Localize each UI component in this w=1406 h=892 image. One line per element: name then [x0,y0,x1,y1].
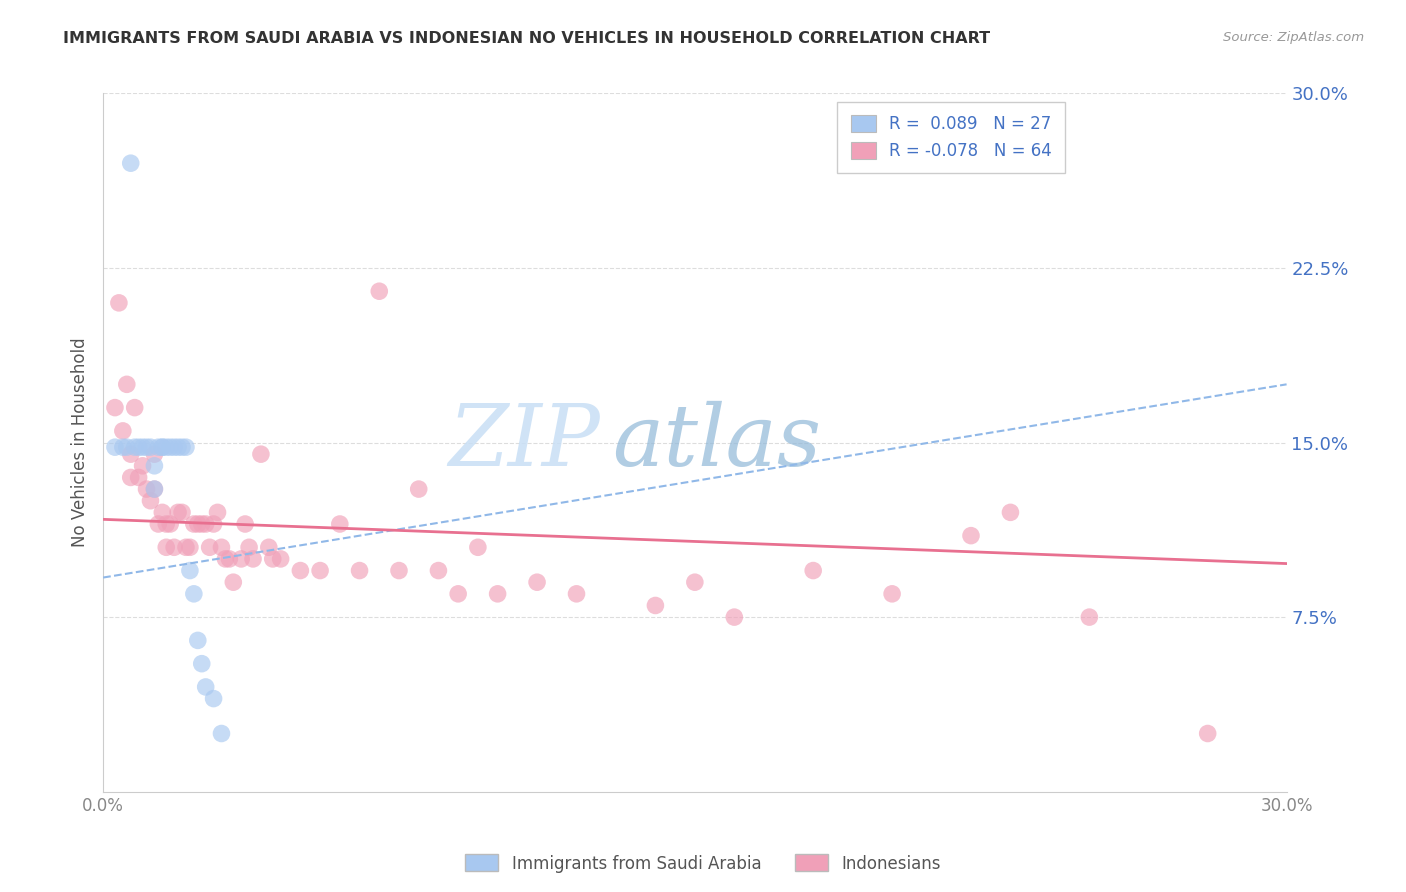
Point [167,505,190,519]
Point [198,541,221,555]
Point [170,440,193,454]
Point [104,401,127,415]
Text: ZIP: ZIP [449,401,600,483]
Point [131,440,153,454]
Point [368,284,391,298]
Point [214,552,236,566]
Point [148,516,170,531]
Point [309,564,332,578]
Point [218,552,240,566]
Point [187,516,209,531]
Point [124,401,146,415]
Point [139,493,162,508]
Point [183,516,205,531]
Point [135,482,157,496]
Point [115,377,138,392]
Point [1078,610,1101,624]
Point [111,440,134,454]
Point [124,440,146,454]
Point [148,440,170,454]
Point [329,516,352,531]
Point [644,599,666,613]
Point [194,516,217,531]
Point [108,296,131,310]
Point [170,505,193,519]
Point [131,458,153,473]
Point [111,424,134,438]
Point [211,541,233,555]
Point [128,440,150,454]
Point [880,587,903,601]
Point [202,691,225,706]
Point [179,564,201,578]
Point [238,541,260,555]
Point [163,440,186,454]
Point [262,552,284,566]
Point [801,564,824,578]
Point [565,587,588,601]
Point [233,516,256,531]
Point [174,440,197,454]
Point [115,440,138,454]
Point [270,552,292,566]
Point [135,440,157,454]
Point [242,552,264,566]
Point [257,541,280,555]
Point [143,482,166,496]
Point [163,541,186,555]
Point [388,564,411,578]
Point [155,516,177,531]
Point [250,447,273,461]
Point [231,552,253,566]
Point [120,156,142,170]
Point [1000,505,1022,519]
Point [120,470,142,484]
Text: Source: ZipAtlas.com: Source: ZipAtlas.com [1223,31,1364,45]
Point [155,440,177,454]
Point [150,440,173,454]
Point [202,516,225,531]
Point [211,726,233,740]
Point [174,541,197,555]
Point [486,587,509,601]
Point [150,505,173,519]
Legend: R =  0.089   N = 27, R = -0.078   N = 64: R = 0.089 N = 27, R = -0.078 N = 64 [838,102,1066,173]
Point [179,541,201,555]
Point [194,680,217,694]
Text: atlas: atlas [612,401,821,483]
Y-axis label: No Vehicles in Household: No Vehicles in Household [72,338,89,548]
Point [683,575,706,590]
Point [427,564,450,578]
Point [139,440,162,454]
Point [408,482,430,496]
Point [104,440,127,454]
Point [159,516,181,531]
Point [187,633,209,648]
Point [447,587,470,601]
Point [723,610,745,624]
Point [120,447,142,461]
Point [222,575,245,590]
Point [155,541,177,555]
Point [143,458,166,473]
Legend: Immigrants from Saudi Arabia, Indonesians: Immigrants from Saudi Arabia, Indonesian… [458,847,948,880]
Point [467,541,489,555]
Point [143,447,166,461]
Point [128,470,150,484]
Point [349,564,371,578]
Point [143,482,166,496]
Point [159,440,181,454]
Point [190,516,212,531]
Point [207,505,229,519]
Point [526,575,548,590]
Point [150,440,173,454]
Point [290,564,312,578]
Point [960,528,983,542]
Point [190,657,212,671]
Point [183,587,205,601]
Point [167,440,190,454]
Point [1197,726,1219,740]
Text: IMMIGRANTS FROM SAUDI ARABIA VS INDONESIAN NO VEHICLES IN HOUSEHOLD CORRELATION : IMMIGRANTS FROM SAUDI ARABIA VS INDONESI… [63,31,990,46]
